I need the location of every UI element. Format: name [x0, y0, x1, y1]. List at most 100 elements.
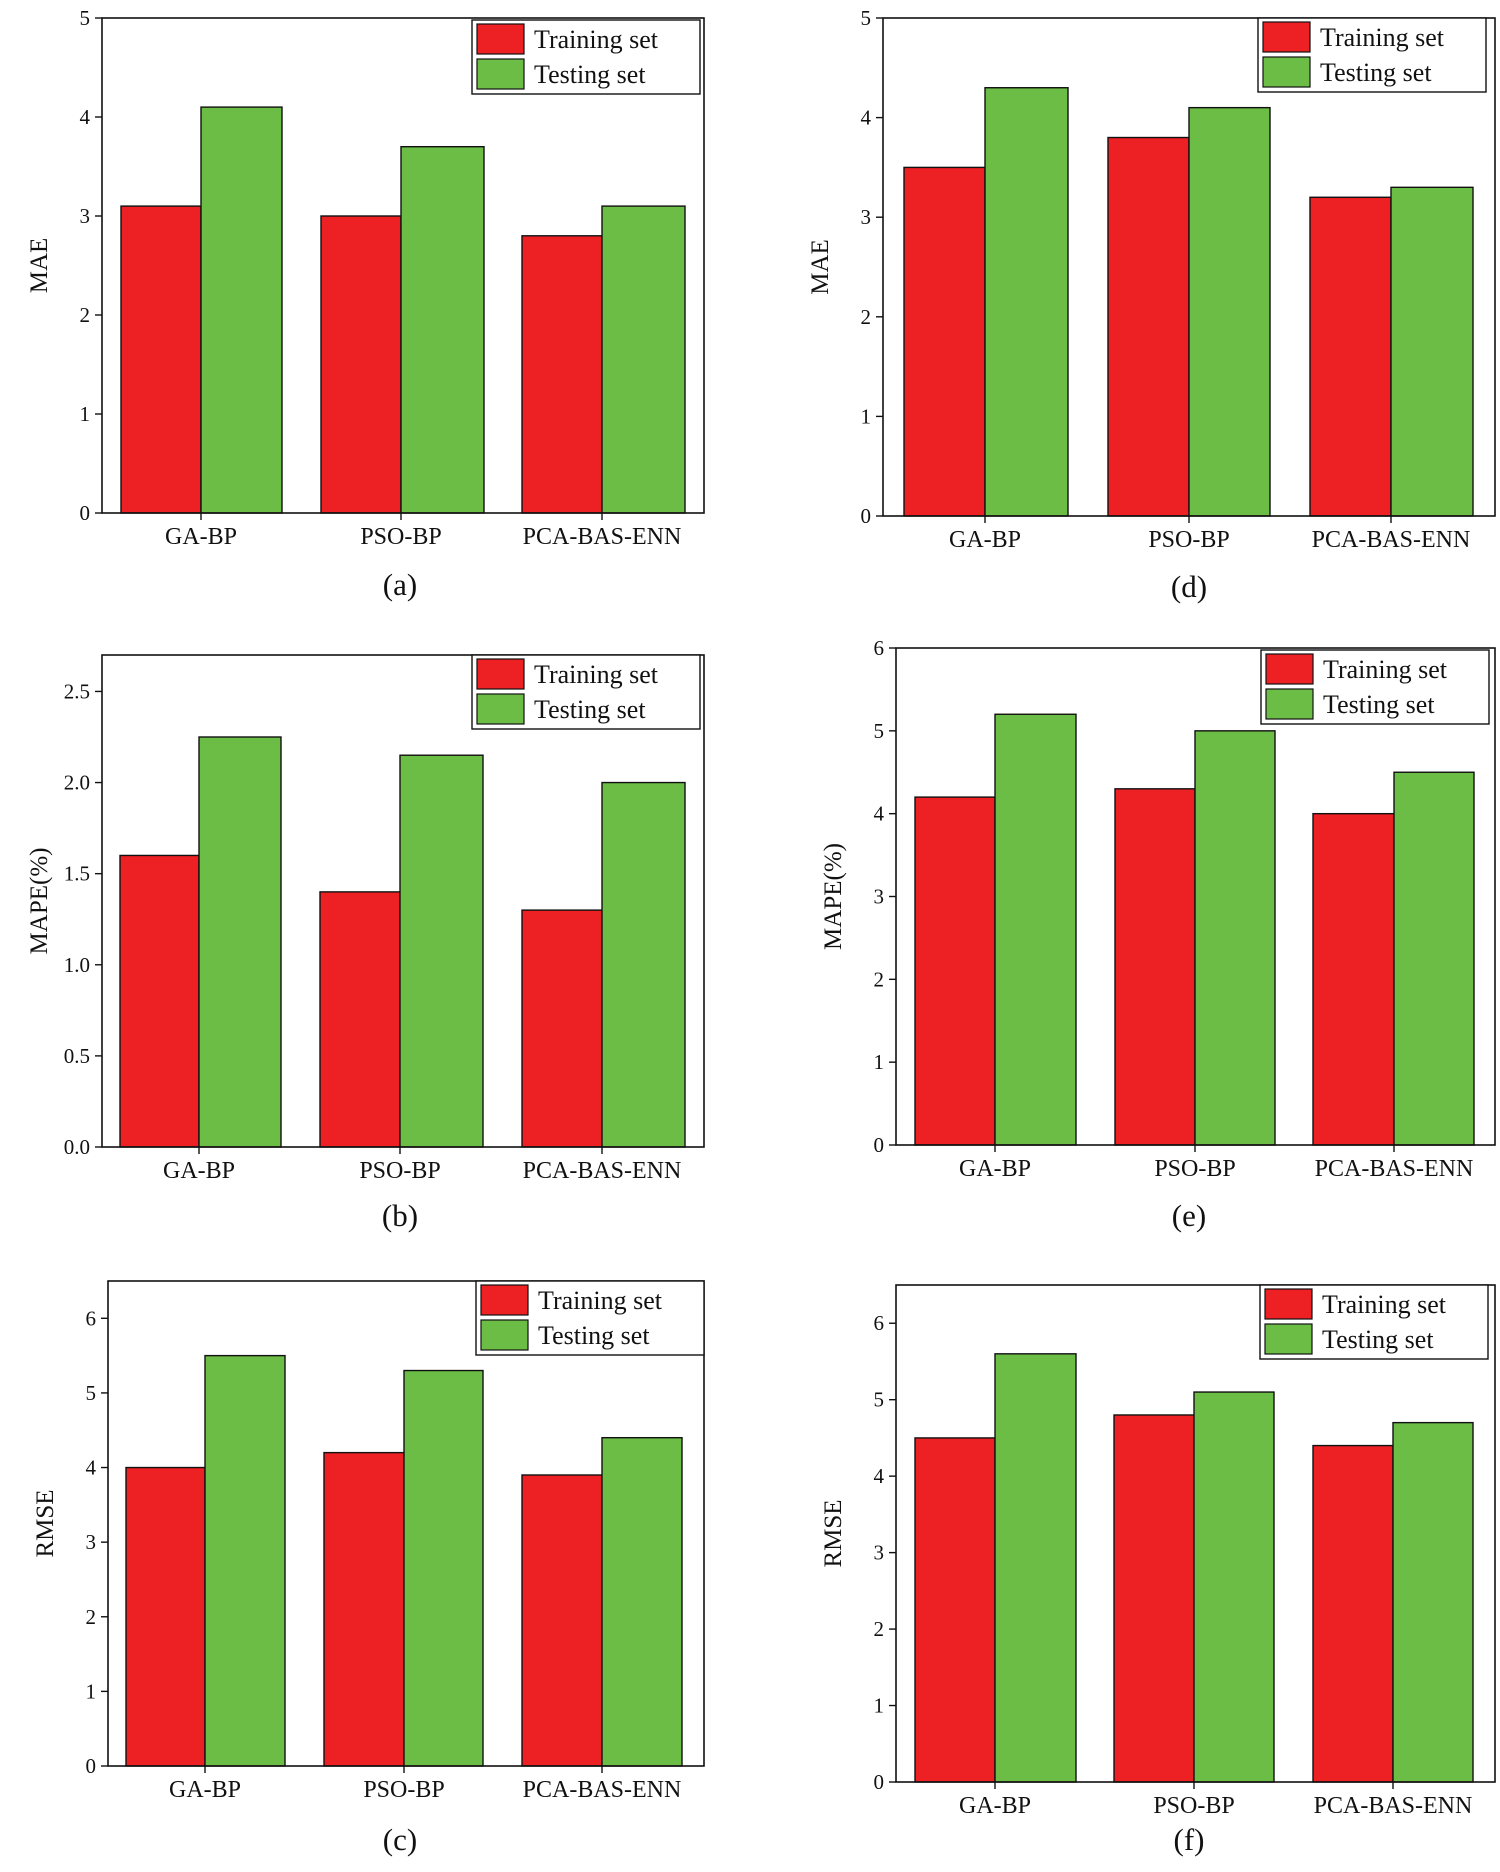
legend: Training set Testing set [1257, 17, 1487, 93]
legend-label-training: Training set [534, 25, 659, 54]
legend-label-training: Training set [534, 660, 659, 689]
panel-label: (e) [1172, 1198, 1206, 1233]
y-tick-label: 1 [874, 1050, 885, 1074]
y-tick-label: 1.0 [64, 953, 90, 977]
bar-testing-pso-bp [400, 145, 485, 514]
x-tick-label: PSO-BP [1148, 527, 1229, 553]
y-tick-label: 0 [80, 501, 91, 525]
bar-testing-pso-bp [1194, 730, 1276, 1146]
y-tick-label: 6 [874, 636, 885, 660]
bar-training-pca-bas-enn [521, 909, 603, 1148]
y-tick-label: 1 [80, 402, 91, 426]
legend-label-training: Training set [1323, 655, 1448, 684]
bar-training-ga-bp [903, 166, 986, 517]
panel-b: 0.0 0.5 1.0 1.5 2.0 2.5 GA-BP PSO-BP PCA-BAS-ENN… [26, 654, 705, 1233]
bar-testing-pso-bp [1188, 106, 1271, 517]
bar-testing-pso-bp [399, 754, 484, 1148]
panel-f: 0 1 2 3 4 5 6 GA-BP PSO-BP PCA-BAS-ENN RMSE Trainin… [820, 1284, 1496, 1857]
bar-testing-ga-bp [984, 87, 1069, 517]
y-tick-label: 4 [861, 106, 872, 130]
y-axis-label: RMSE [820, 1499, 847, 1567]
y-tick-label: 4 [80, 105, 91, 129]
bar-training-pso-bp [319, 891, 401, 1148]
bar-training-pso-bp [1114, 788, 1196, 1146]
panel-label: (f) [1174, 1822, 1205, 1857]
x-tick-label: PCA-BAS-ENN [1314, 1793, 1473, 1819]
y-tick-label: 1 [861, 404, 872, 428]
y-tick-label: 4 [874, 802, 885, 826]
bar-testing-ga-bp [994, 713, 1077, 1146]
x-tick-label: PSO-BP [363, 1777, 444, 1803]
y-tick-label: 2 [861, 305, 872, 329]
panel-label: (b) [382, 1198, 418, 1233]
bar-testing-pca-bas-enn [1392, 1421, 1474, 1783]
legend-swatch-testing [1262, 56, 1311, 88]
y-tick-label: 2 [874, 967, 885, 991]
legend-label-testing: Testing set [538, 1321, 650, 1350]
x-tick-label: PSO-BP [1153, 1793, 1234, 1819]
legend: Training set Testing set [1259, 1284, 1489, 1360]
y-tick-label: 2 [874, 1617, 885, 1641]
legend: Training set Testing set [1260, 649, 1490, 725]
legend-swatch-training [1265, 653, 1314, 685]
panel-e: 0 1 2 3 4 5 6 GA-BP PSO-BP PCA-BAS-ENN MAPE(%) Trai… [820, 636, 1496, 1233]
legend-swatch-testing [476, 58, 525, 90]
bar-training-pso-bp [1107, 136, 1190, 517]
y-tick-label: 4 [874, 1464, 885, 1488]
panel-a: 0 1 2 3 4 5 GA-BP PSO-BP PCA-BAS-ENN MAE Training … [26, 6, 705, 602]
bar-testing-pca-bas-enn [1390, 186, 1474, 517]
y-tick-label: 3 [874, 885, 885, 909]
bar-testing-pca-bas-enn [601, 205, 686, 514]
x-tick-label: GA-BP [959, 1156, 1031, 1182]
y-tick-label: 5 [80, 6, 91, 30]
legend: Training set Testing set [471, 654, 701, 730]
bar-training-ga-bp [120, 205, 202, 514]
legend-label-training: Training set [1320, 23, 1445, 52]
y-tick-label: 1 [86, 1679, 97, 1703]
y-tick-label: 3 [80, 204, 91, 228]
y-tick-label: 6 [874, 1311, 885, 1335]
y-tick-label: 1.5 [64, 862, 90, 886]
bar-training-ga-bp [914, 1437, 996, 1783]
legend-label-testing: Testing set [1322, 1325, 1434, 1354]
x-tick-label: PSO-BP [359, 1158, 440, 1184]
panel-label: (d) [1171, 569, 1207, 604]
bar-testing-ga-bp [198, 736, 282, 1148]
panel-d: 0 1 2 3 4 5 GA-BP PSO-BP PCA-BAS-ENN MAE Training … [807, 6, 1496, 604]
bar-testing-pso-bp [1193, 1391, 1275, 1783]
legend: Training set Testing set [471, 19, 701, 95]
x-tick-label: GA-BP [949, 527, 1021, 553]
legend-swatch-training [1264, 1288, 1313, 1320]
panel-c: 0 1 2 3 4 5 6 GA-BP PSO-BP PCA-BAS-ENN RMSE Trainin… [32, 1280, 705, 1857]
x-tick-label: PCA-BAS-ENN [523, 524, 682, 550]
bar-training-pca-bas-enn [1312, 812, 1395, 1146]
y-tick-label: 5 [861, 6, 872, 30]
plot-frame [895, 1284, 1496, 1783]
y-tick-label: 0.5 [64, 1044, 90, 1068]
y-axis-label: MAPE(%) [26, 848, 53, 955]
legend-swatch-training [480, 1284, 529, 1316]
legend-swatch-training [1262, 21, 1311, 53]
y-tick-label: 0 [86, 1754, 97, 1778]
y-axis-label: MAPE(%) [820, 843, 847, 950]
y-axis-label: MAE [26, 238, 53, 294]
legend-swatch-testing [1264, 1323, 1313, 1355]
x-tick-label: GA-BP [169, 1777, 241, 1803]
bar-training-pca-bas-enn [1309, 196, 1392, 517]
bar-training-ga-bp [125, 1466, 206, 1767]
bar-training-pca-bas-enn [521, 235, 603, 514]
y-tick-label: 0 [861, 504, 872, 528]
panel-label: (c) [383, 1822, 417, 1857]
y-tick-label: 1 [874, 1694, 885, 1718]
x-tick-label: PCA-BAS-ENN [523, 1777, 682, 1803]
legend-label-testing: Testing set [1323, 690, 1435, 719]
y-tick-label: 5 [86, 1381, 97, 1405]
y-tick-label: 0 [874, 1133, 885, 1157]
plot-frame [101, 654, 705, 1148]
bar-testing-ga-bp [204, 1354, 286, 1767]
bar-training-pca-bas-enn [521, 1474, 603, 1767]
bar-testing-ga-bp [200, 106, 283, 514]
legend-swatch-testing [480, 1319, 529, 1351]
y-tick-label: 3 [86, 1530, 97, 1554]
